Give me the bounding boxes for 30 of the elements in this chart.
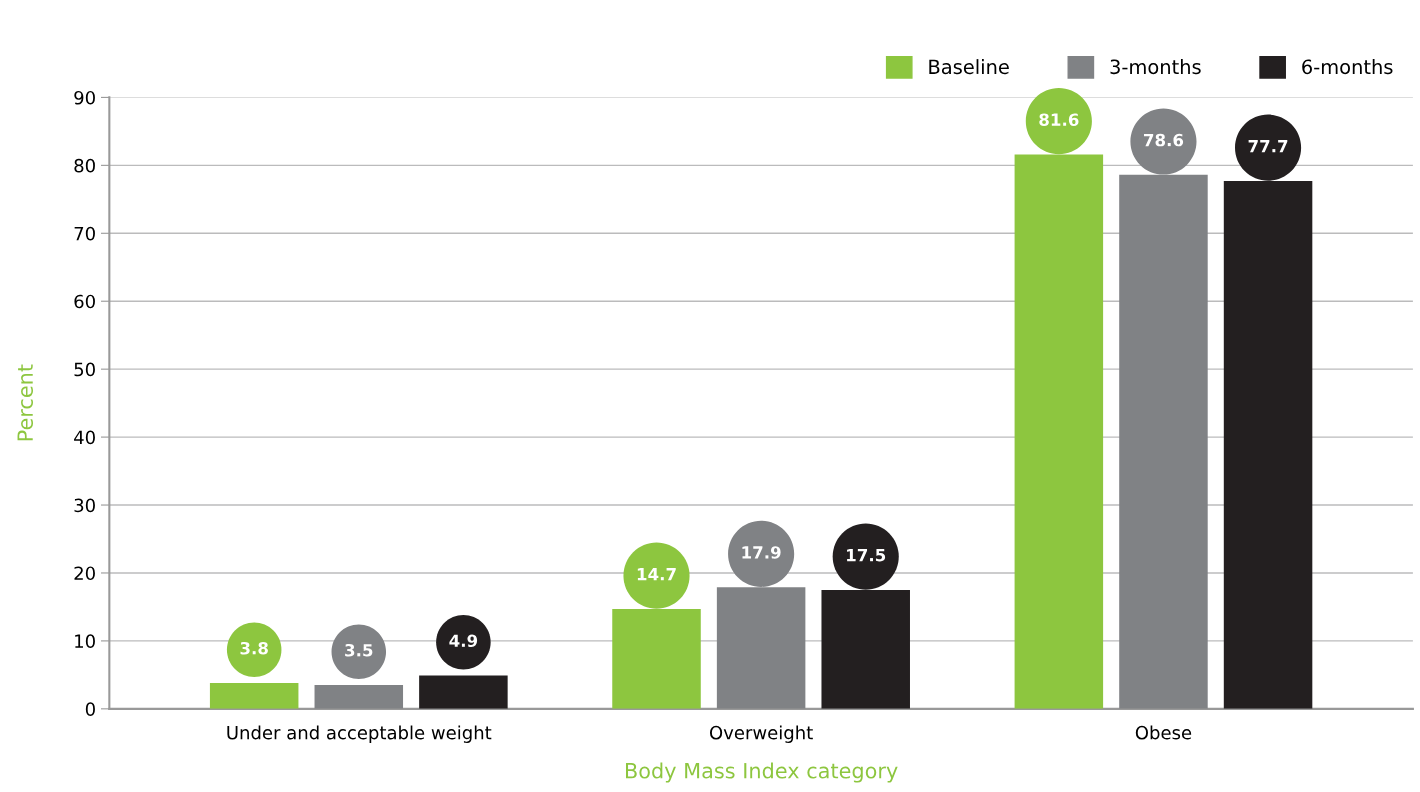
data-label: 3.8 xyxy=(240,641,268,655)
bar xyxy=(419,675,508,709)
y-tick-label: 60 xyxy=(74,294,95,309)
data-label: 14.7 xyxy=(637,568,676,581)
y-tick-label: 30 xyxy=(74,498,95,513)
legend-label: Baseline xyxy=(929,59,1009,75)
x-tick-label: Under and acceptable weight xyxy=(227,725,492,743)
x-tick-label: Overweight xyxy=(709,725,813,743)
y-tick-label: 90 xyxy=(74,90,95,105)
y-tick-label: 50 xyxy=(74,362,95,377)
data-label: 77.7 xyxy=(1248,140,1288,153)
x-axis-title: Body Mass Index category xyxy=(625,762,898,783)
y-axis-title: Percent xyxy=(17,364,34,441)
legend-label: 6-months xyxy=(1302,59,1393,75)
y-tick-label: 40 xyxy=(74,430,95,445)
legend-label: 3-months xyxy=(1110,59,1201,75)
y-tick-label: 0 xyxy=(85,702,95,716)
data-label: 3.5 xyxy=(345,643,373,657)
x-tick-label: Obese xyxy=(1135,725,1192,740)
data-label: 4.9 xyxy=(449,634,478,648)
bar xyxy=(314,685,404,709)
bar xyxy=(209,683,299,709)
y-tick-label: 80 xyxy=(74,158,95,173)
y-tick-label: 10 xyxy=(75,634,95,649)
y-tick-label: 70 xyxy=(74,226,95,241)
data-label: 17.5 xyxy=(847,549,886,562)
data-label: 81.6 xyxy=(1039,113,1079,126)
data-label: 78.6 xyxy=(1144,133,1184,147)
data-label: 17.9 xyxy=(742,546,781,559)
y-tick-label: 20 xyxy=(74,566,95,581)
